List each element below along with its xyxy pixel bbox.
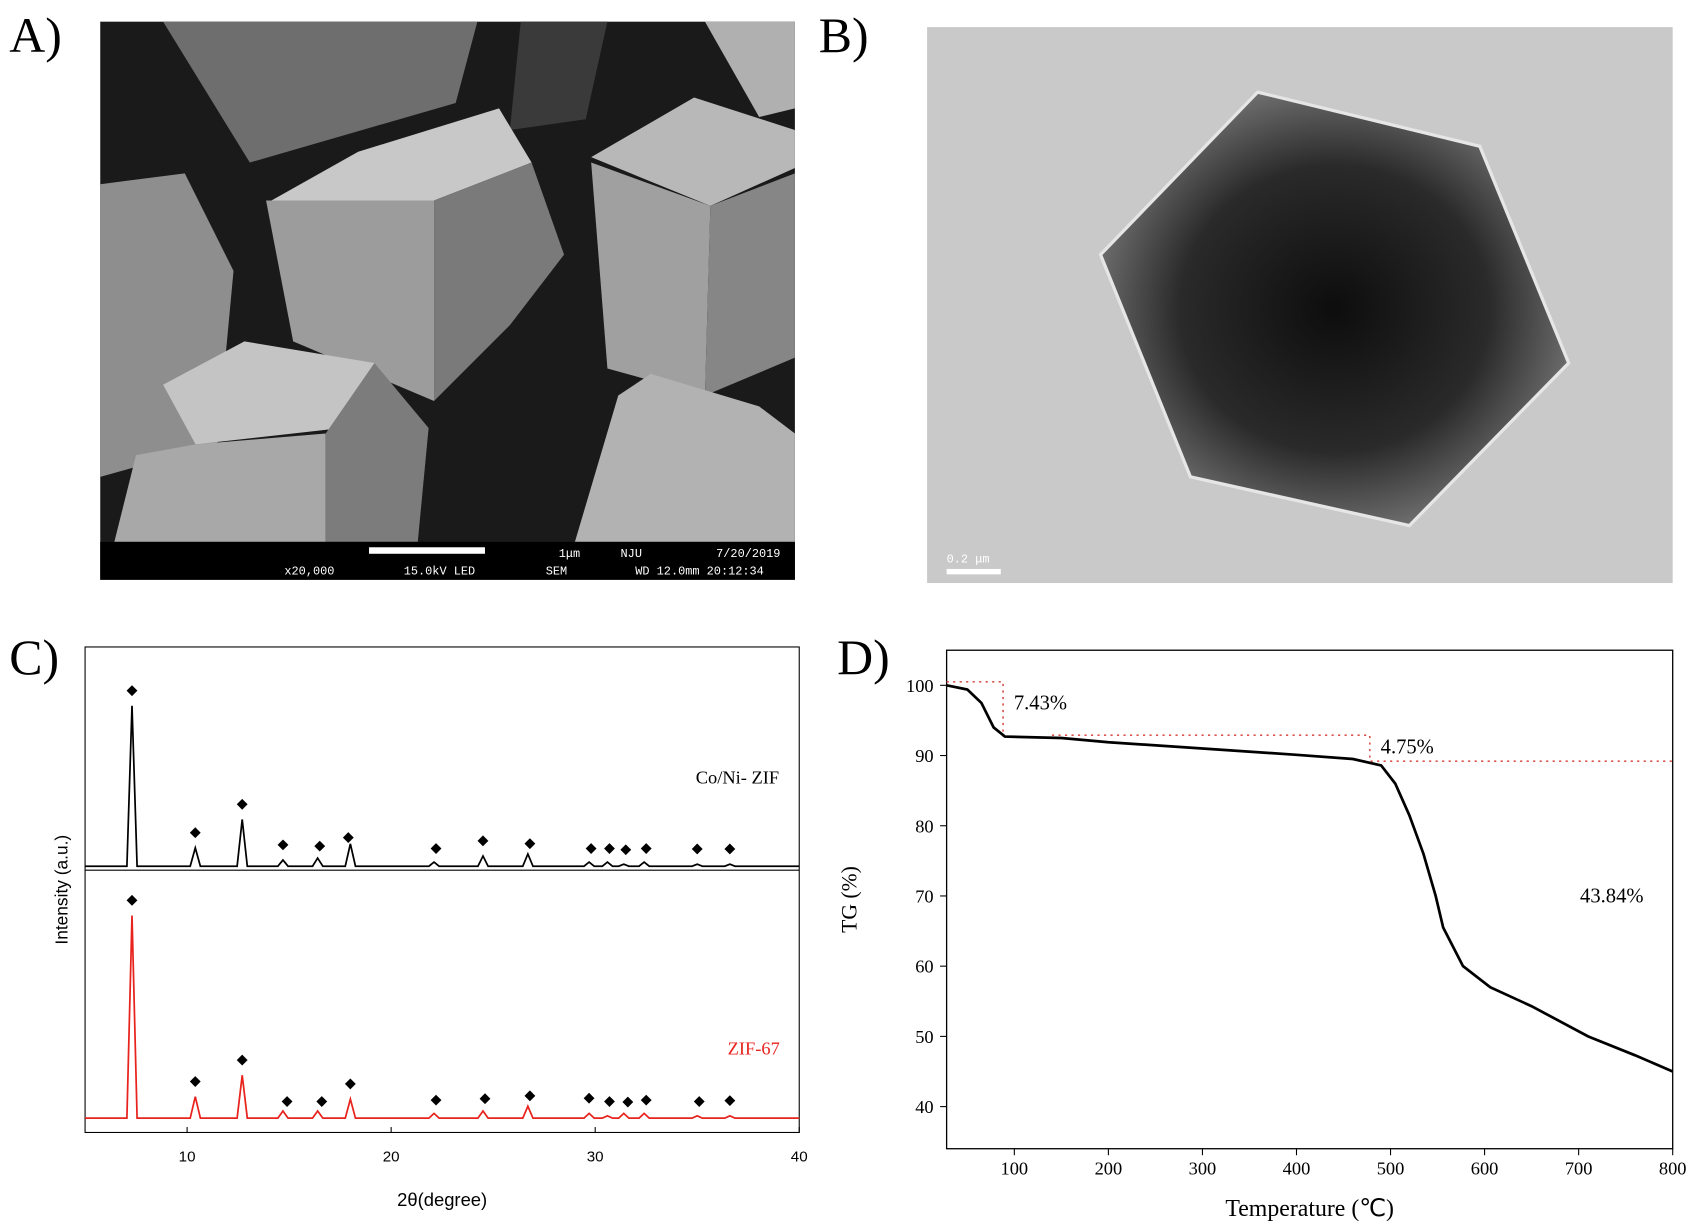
peak-marker xyxy=(620,844,632,856)
peak-marker xyxy=(189,827,201,839)
panel-label: B) xyxy=(819,8,869,63)
x-tick-label: 200 xyxy=(1095,1159,1123,1179)
peak-marker xyxy=(724,843,736,855)
sem-date: 7/20/2019 xyxy=(716,547,780,561)
panel-label: C) xyxy=(9,630,59,685)
peak-marker xyxy=(477,835,489,847)
peak-marker xyxy=(622,1096,634,1108)
peak-marker xyxy=(430,843,442,854)
x-tick-label: 800 xyxy=(1659,1159,1687,1179)
peak-marker xyxy=(479,1093,491,1105)
peak-marker xyxy=(604,843,615,854)
x-axis-label: Temperature (℃) xyxy=(1225,1196,1394,1222)
x-tick-label: 500 xyxy=(1377,1159,1405,1179)
y-tick-label: 80 xyxy=(915,816,933,836)
x-tick-label: 400 xyxy=(1283,1159,1311,1179)
peak-marker xyxy=(693,1096,705,1107)
sem-mag: x20,000 xyxy=(284,564,334,578)
peak-marker xyxy=(344,1078,356,1090)
y-tick-label: 90 xyxy=(915,746,933,766)
peak-marker xyxy=(604,1096,615,1107)
peak-marker xyxy=(281,1096,293,1107)
peak-marker xyxy=(236,798,248,810)
x-tick-label: 600 xyxy=(1471,1159,1499,1179)
y-tick-label: 60 xyxy=(915,957,933,977)
tem-image: 0.2 μm xyxy=(927,27,1673,584)
x-tick-label: 10 xyxy=(179,1149,196,1166)
panel-label: A) xyxy=(9,8,62,63)
y-axis-label: TG (%) xyxy=(838,866,862,933)
sem-mode: SEM xyxy=(546,564,567,578)
peak-marker xyxy=(640,843,652,854)
peak-marker xyxy=(314,840,326,852)
sem-voltage: 15.0kV LED xyxy=(404,564,475,578)
peak-marker xyxy=(126,894,138,906)
tg-line xyxy=(946,684,1674,1073)
peak-marker xyxy=(583,1092,595,1104)
y-axis-label: Intensity (a.u.) xyxy=(52,835,72,945)
x-tick-label: 100 xyxy=(1001,1159,1029,1179)
y-tick-label: 100 xyxy=(906,676,934,696)
plot-frame xyxy=(945,649,1674,1150)
x-tick-label: 40 xyxy=(791,1149,808,1166)
peak-marker xyxy=(430,1094,442,1106)
x-axis-label: 2θ(degree) xyxy=(397,1189,487,1210)
peak-marker xyxy=(724,1095,736,1107)
peak-marker xyxy=(691,843,703,855)
y-tick-label: 50 xyxy=(915,1027,933,1047)
peak-marker xyxy=(189,1076,201,1087)
tem-scale: 0.2 μm xyxy=(947,552,990,566)
annotation: 4.75% xyxy=(1381,737,1434,759)
x-tick-label: 20 xyxy=(383,1149,400,1166)
sem-wd: WD 12.0mm 20:12:34 xyxy=(635,564,764,578)
xrd-line xyxy=(85,915,800,1120)
plot-frame xyxy=(84,646,800,1134)
y-tick-label: 70 xyxy=(915,886,933,906)
y-tick-label: 40 xyxy=(915,1097,933,1117)
panel-label: D) xyxy=(837,630,890,685)
guide-line xyxy=(1051,734,1673,763)
peak-marker xyxy=(640,1094,652,1106)
peak-marker xyxy=(277,839,289,851)
annotation: 43.84% xyxy=(1580,885,1643,907)
guide-line xyxy=(946,681,1004,737)
peak-marker xyxy=(524,838,536,850)
series-label: ZIF-67 xyxy=(728,1038,780,1058)
x-tick-label: 700 xyxy=(1565,1159,1593,1179)
peak-marker xyxy=(316,1096,328,1107)
peak-marker xyxy=(524,1090,536,1102)
x-tick-label: 300 xyxy=(1189,1159,1217,1179)
peak-marker xyxy=(236,1054,248,1066)
peak-marker xyxy=(585,843,597,854)
peak-marker xyxy=(342,832,354,844)
peak-marker xyxy=(126,685,138,697)
xrd-line xyxy=(85,705,800,868)
series-label: Co/Ni- ZIF xyxy=(696,768,779,788)
annotation: 7.43% xyxy=(1014,692,1067,714)
sem-scale: 1μm xyxy=(559,547,580,561)
sem-image: 1μm NJU 7/20/2019 x20,000 15.0kV LED SEM… xyxy=(100,21,795,580)
sem-lab: NJU xyxy=(621,547,642,561)
x-tick-label: 30 xyxy=(587,1149,604,1166)
